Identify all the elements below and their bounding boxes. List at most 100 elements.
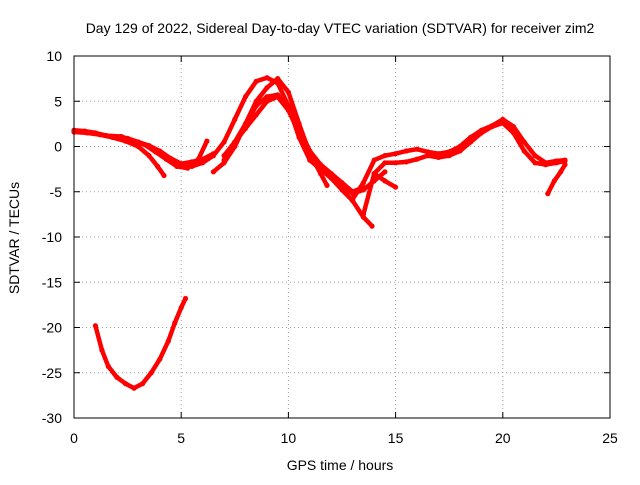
data-point — [393, 184, 399, 190]
data-point — [210, 153, 216, 159]
data-point — [114, 374, 120, 380]
chart-title: Day 129 of 2022, Sidereal Day-to-day VTE… — [86, 20, 595, 36]
data-point — [131, 138, 137, 144]
x-tick-label: 20 — [495, 430, 511, 446]
data-point — [558, 169, 564, 175]
data-point — [371, 171, 377, 177]
series-line — [545, 162, 568, 196]
data-point — [510, 130, 517, 136]
data-point — [275, 76, 281, 82]
data-point — [253, 112, 259, 118]
data-point — [489, 124, 495, 130]
data-point — [157, 356, 163, 362]
data-point — [118, 133, 124, 140]
series-10 — [371, 171, 399, 190]
y-axis-label: SDTVAR / TECUs — [6, 182, 22, 294]
data-point — [264, 98, 270, 104]
data-point — [97, 132, 103, 138]
data-point — [553, 160, 560, 166]
y-tick-label: -10 — [42, 229, 62, 245]
data-point — [232, 116, 238, 122]
y-tick-label: -20 — [42, 320, 62, 336]
data-point — [242, 125, 249, 131]
data-point — [414, 146, 420, 152]
y-tick-label: -30 — [42, 410, 62, 426]
data-point — [324, 182, 330, 188]
data-point — [189, 163, 195, 169]
data-point — [174, 163, 180, 169]
data-point — [532, 160, 538, 166]
data-point — [318, 166, 324, 172]
x-tick-label: 15 — [388, 430, 404, 446]
data-point — [425, 149, 431, 155]
data-point — [99, 347, 105, 353]
data-point — [163, 156, 169, 162]
data-point — [328, 175, 334, 181]
data-point — [182, 295, 189, 302]
series-12 — [92, 295, 189, 391]
data-point — [178, 162, 184, 168]
data-point — [500, 120, 506, 126]
data-point — [382, 169, 388, 175]
data-point — [403, 148, 409, 154]
data-point — [339, 180, 345, 186]
data-point — [105, 363, 111, 369]
data-point — [122, 381, 129, 387]
y-tick-label: 10 — [46, 48, 62, 64]
data-point — [285, 89, 291, 95]
data-point — [264, 85, 270, 91]
data-point — [264, 75, 270, 81]
data-point — [435, 154, 442, 160]
x-tick-label: 25 — [602, 430, 618, 446]
data-point — [296, 130, 302, 136]
axis-ticks: 0 5 10 15 20 25 -30 -25 -20 -15 -10 -5 0 5 10 — [42, 48, 618, 446]
data-point — [382, 160, 388, 166]
data-point — [360, 211, 366, 217]
data-point — [369, 223, 375, 229]
data-point — [562, 158, 568, 164]
data-point — [155, 163, 161, 169]
x-tick-label: 5 — [177, 430, 185, 446]
data-point — [339, 187, 345, 193]
y-tick-label: 5 — [54, 93, 62, 109]
data-point — [551, 178, 557, 184]
y-tick-label: -25 — [42, 365, 62, 381]
data-point — [543, 162, 549, 168]
data-point — [393, 160, 399, 166]
y-tick-label: 0 — [54, 139, 62, 155]
data-point — [510, 124, 517, 130]
data-point — [242, 94, 249, 100]
y-tick-label: -15 — [42, 274, 62, 290]
data-point — [232, 139, 238, 145]
data-point — [92, 323, 98, 329]
data-point — [382, 153, 388, 159]
series-8 — [350, 116, 568, 202]
data-point — [500, 116, 506, 122]
data-point — [221, 157, 227, 163]
x-axis-label: GPS time / hours — [287, 457, 394, 473]
data-point — [221, 153, 227, 159]
data-point — [253, 103, 259, 109]
data-point — [360, 180, 366, 186]
data-point — [253, 78, 259, 84]
data-series — [71, 75, 568, 391]
data-point — [131, 385, 137, 391]
data-point — [521, 148, 527, 154]
data-point — [478, 130, 484, 136]
data-point — [382, 178, 388, 184]
data-point — [371, 157, 377, 163]
data-point — [532, 153, 538, 159]
data-point — [521, 139, 527, 145]
data-point — [204, 138, 210, 144]
data-point — [393, 151, 399, 157]
data-point — [545, 191, 551, 197]
data-point — [425, 153, 431, 159]
data-point — [84, 130, 90, 136]
data-point — [148, 370, 154, 376]
data-point — [264, 94, 270, 100]
data-point — [161, 172, 167, 179]
data-point — [210, 169, 216, 175]
